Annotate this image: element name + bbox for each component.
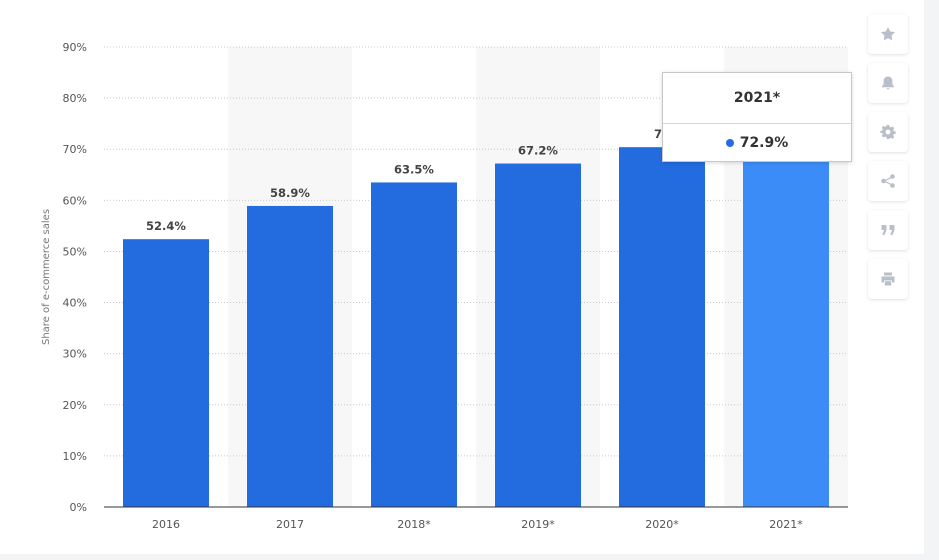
bar: [247, 205, 333, 507]
print-button[interactable]: [868, 259, 908, 299]
tooltip-value: 72.9%: [739, 135, 789, 151]
tooltip-title: 2021*: [663, 73, 851, 124]
y-tick-label: 50%: [63, 245, 87, 258]
x-axis-ticks: 2016 2017 2018* 2019* 2020* 2021*: [152, 518, 803, 531]
bar-chart: 0% 10% 20% 30% 40% 50% 60% 70% 80% 90% 52.4% 58.9%…: [41, 41, 848, 531]
print-icon: [881, 272, 895, 286]
bar: [743, 134, 829, 507]
bar: [371, 182, 457, 507]
x-tick-label: 2016: [152, 518, 180, 531]
grid-lines: [104, 46, 848, 457]
y-tick-label: 70%: [63, 143, 87, 156]
data-label: 67.2%: [518, 144, 558, 158]
series-dot-icon: [725, 139, 734, 147]
y-axis-label: Share of e-commerce sales: [41, 209, 52, 345]
chart-card: 0% 10% 20% 30% 40% 50% 60% 70% 80% 90% 52.4% 58.9%…: [0, 0, 924, 554]
settings-button[interactable]: [868, 112, 908, 152]
notification-button[interactable]: [868, 63, 908, 103]
x-tick-label: 2020*: [645, 518, 679, 531]
y-tick-label: 10%: [63, 450, 87, 463]
y-tick-label: 80%: [63, 92, 87, 105]
x-tick-label: 2018*: [397, 518, 431, 531]
x-tick-label: 2021*: [769, 518, 803, 531]
side-toolbar: [868, 14, 908, 308]
bar: [619, 147, 705, 507]
bell-icon: [882, 76, 894, 90]
y-tick-label: 20%: [63, 399, 87, 412]
tooltip-value-row: 72.9%: [663, 124, 851, 162]
y-axis-ticks: 0% 10% 20% 30% 40% 50% 60% 70% 80% 90%: [63, 41, 87, 514]
share-icon: [881, 174, 895, 188]
tooltip: 2021* 72.9%: [662, 72, 852, 162]
data-labels: 52.4%58.9%63.5%67.2%70: [146, 127, 670, 233]
share-button[interactable]: [868, 161, 908, 201]
x-tick-label: 2019*: [521, 518, 555, 531]
quote-icon: [881, 225, 895, 235]
y-tick-label: 40%: [63, 297, 87, 310]
gear-icon: [880, 125, 896, 139]
x-tick-label: 2017: [276, 518, 304, 531]
y-tick-label: 90%: [63, 41, 87, 54]
bars: [123, 134, 829, 508]
favorite-button[interactable]: [868, 14, 908, 54]
y-tick-label: 0%: [70, 501, 87, 514]
data-label: 63.5%: [394, 162, 434, 176]
star-icon: [881, 27, 895, 41]
data-label: 58.9%: [270, 186, 310, 200]
bar: [123, 239, 209, 507]
bar: [495, 163, 581, 508]
data-label: 52.4%: [146, 219, 186, 233]
y-tick-label: 60%: [63, 194, 87, 207]
y-tick-label: 30%: [63, 348, 87, 361]
cite-button[interactable]: [868, 210, 908, 250]
